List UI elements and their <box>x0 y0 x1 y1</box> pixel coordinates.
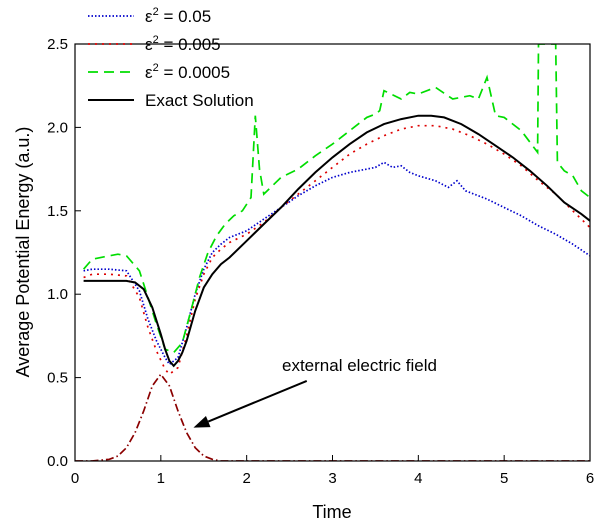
y-tick-label-5: 2.5 <box>47 36 68 53</box>
y-tick-label-0: 0.0 <box>47 453 68 470</box>
annotation: external electric field <box>193 356 437 428</box>
y-tick-label-2: 1.0 <box>47 286 68 303</box>
annotation-arrow-head <box>193 415 211 428</box>
legend-label-0: ε2 = 0.05 <box>145 6 211 26</box>
x-tick-label-3: 3 <box>328 470 336 487</box>
series-line-1 <box>83 124 590 376</box>
legend-label-2: ε2 = 0.0005 <box>145 62 230 82</box>
legend-label-1: ε2 = 0.005 <box>145 34 221 54</box>
annotation-label: external electric field <box>282 356 437 375</box>
x-axis-label: Time <box>312 502 351 522</box>
series-line-4 <box>75 372 590 461</box>
series-layer <box>75 44 590 461</box>
annotation-arrow-line <box>207 380 308 423</box>
x-tick-label-6: 6 <box>586 470 594 487</box>
x-tick-label-2: 2 <box>242 470 250 487</box>
x-tick-label-0: 0 <box>71 470 79 487</box>
ticks-layer: 0 1 2 3 4 5 6 0.0 0.5 1.0 1.5 2.0 2.5 <box>47 36 594 487</box>
x-tick-label-5: 5 <box>500 470 508 487</box>
series-line-0 <box>83 161 590 366</box>
legend-label-3: Exact Solution <box>145 91 254 110</box>
y-tick-label-1: 0.5 <box>47 370 68 387</box>
series-line-3 <box>83 114 590 368</box>
legend: ε2 = 0.05 ε2 = 0.005 ε2 = 0.0005 Exact Solu… <box>88 6 254 110</box>
y-tick-label-4: 2.0 <box>47 119 68 136</box>
series-line-2 <box>82 44 590 354</box>
y-tick-label-3: 1.5 <box>47 203 68 220</box>
x-tick-label-4: 4 <box>414 470 422 487</box>
x-tick-label-1: 1 <box>157 470 165 487</box>
y-axis-label: Average Potential Energy (a.u.) <box>13 127 33 378</box>
